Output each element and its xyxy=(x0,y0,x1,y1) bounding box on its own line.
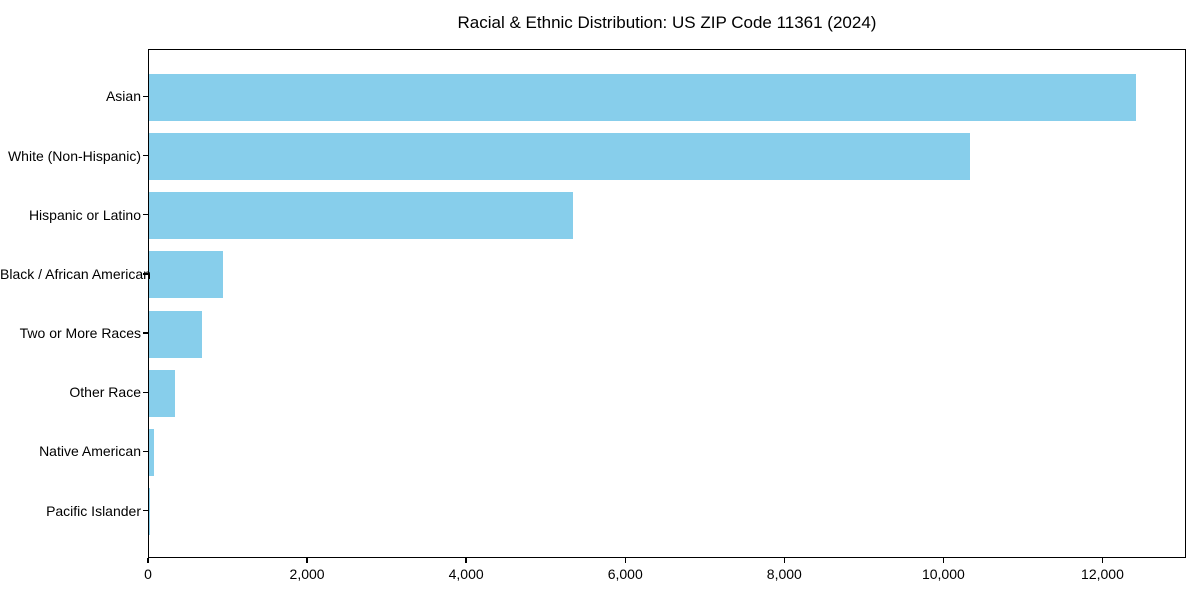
y-tick-mark xyxy=(143,273,148,275)
x-tick-mark xyxy=(783,558,785,563)
x-tick-label: 10,000 xyxy=(921,566,965,582)
x-tick-mark xyxy=(147,558,149,563)
y-tick-mark xyxy=(143,154,148,157)
bar-asian xyxy=(149,73,1136,121)
bar-black-african-american xyxy=(149,251,223,299)
bar-other-race xyxy=(149,369,176,417)
y-tick-mark xyxy=(143,450,148,453)
x-tick-mark xyxy=(1101,558,1104,563)
x-tick-label: 12,000 xyxy=(1081,566,1124,582)
plot-area xyxy=(148,49,1186,558)
y-tick-label: Asian xyxy=(105,88,141,105)
y-tick-mark xyxy=(143,391,148,393)
y-tick-label: Other Race xyxy=(69,384,141,401)
bar-hispanic-or-latino xyxy=(149,192,573,240)
y-tick-label: Black / African American xyxy=(0,265,151,282)
y-tick-mark xyxy=(143,509,148,512)
x-tick-label: 0 xyxy=(144,566,152,582)
bar-native-american xyxy=(149,428,154,476)
y-tick-label: Pacific Islander xyxy=(46,502,141,519)
x-tick-mark xyxy=(942,558,945,563)
y-tick-label: Hispanic or Latino xyxy=(28,206,141,223)
y-tick-label: Native American xyxy=(39,443,141,460)
bar-two-or-more-races xyxy=(149,310,203,358)
y-tick-label: White (Non-Hispanic) xyxy=(7,147,141,164)
x-tick-label: 4,000 xyxy=(448,566,484,582)
y-tick-mark xyxy=(143,214,148,216)
x-tick-mark xyxy=(465,558,467,563)
x-tick-label: 6,000 xyxy=(607,566,643,582)
chart-title: Racial & Ethnic Distribution: US ZIP Cod… xyxy=(457,13,877,32)
x-tick-label: 8,000 xyxy=(766,566,802,582)
y-tick-label: Two or More Races xyxy=(19,325,141,342)
x-tick-mark xyxy=(624,558,626,563)
bar-white-non-hispanic xyxy=(149,133,970,181)
x-tick-mark xyxy=(306,558,308,563)
y-tick-mark xyxy=(143,95,148,98)
x-tick-label: 2,000 xyxy=(289,566,325,582)
y-tick-mark xyxy=(143,332,148,334)
